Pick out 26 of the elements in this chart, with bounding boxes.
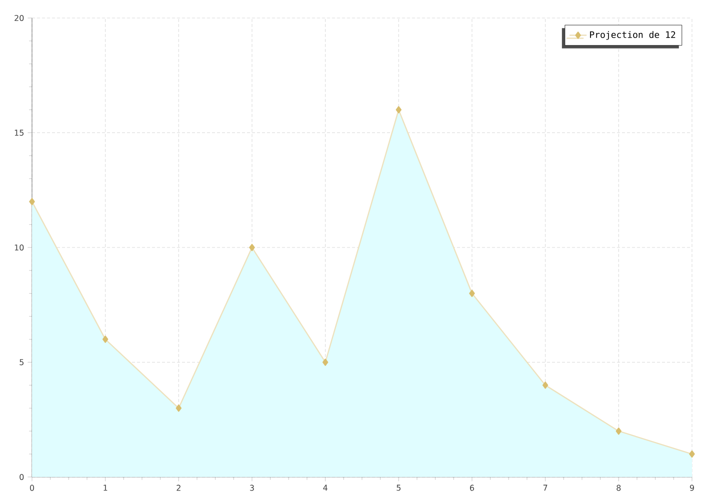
point [396,106,402,114]
y-tick-label: 10 [14,244,24,251]
x-tick-label: 6 [470,484,474,491]
point [322,358,328,366]
x-tick-label: 4 [323,484,328,491]
point [469,290,475,297]
x-tick-label: 7 [543,484,548,491]
point [249,244,255,252]
x-tick-label: 8 [616,484,621,491]
x-tick-label: 1 [104,484,108,491]
x-tick-label: 5 [396,484,401,491]
x-tick-label: 0 [30,484,34,491]
point [29,198,35,206]
point [689,450,695,458]
x-tick-label: 3 [250,484,254,491]
point [616,427,622,435]
y-tick-label: 0 [20,474,24,480]
legend-label: Projection de 12 [590,31,676,40]
point [542,382,548,389]
y-tick-label: 20 [14,14,24,22]
point [176,404,182,412]
x-tick-label: 2 [176,484,180,491]
point [102,336,108,343]
y-tick-label: 5 [20,359,24,366]
x-tick-label: 9 [690,484,694,491]
y-tick-label: 15 [14,130,24,136]
